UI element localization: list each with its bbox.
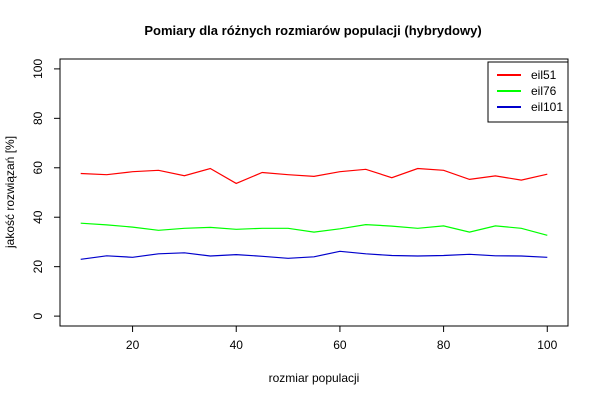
y-tick-label: 60 xyxy=(31,161,45,175)
chart-title: Pomiary dla różnych rozmiarów populacji … xyxy=(144,23,481,38)
legend-label: eil51 xyxy=(531,68,557,82)
x-tick-label: 40 xyxy=(230,338,244,352)
series-line-eil51 xyxy=(80,167,548,185)
y-tick-label: 0 xyxy=(31,312,45,319)
legend-label: eil101 xyxy=(531,100,563,114)
legend-label: eil76 xyxy=(531,84,557,98)
series-line-eil76 xyxy=(80,222,548,236)
series-line-eil101 xyxy=(80,250,548,260)
plot-frame xyxy=(59,58,569,327)
legend: eil51 eil76 eil101 xyxy=(487,61,569,123)
series-lines xyxy=(80,167,548,260)
y-tick-label: 20 xyxy=(31,260,45,274)
y-tick-label: 100 xyxy=(31,59,45,79)
y-tick-label: 40 xyxy=(31,210,45,224)
axis-ticks: 20 40 60 80 100 0 20 40 60 80 100 xyxy=(31,59,558,352)
y-axis-label: jakość rozwiązań [%] xyxy=(3,136,17,249)
x-tick-label: 80 xyxy=(437,338,451,352)
x-tick-label: 60 xyxy=(333,338,347,352)
x-tick-label: 20 xyxy=(126,338,140,352)
y-tick-label: 80 xyxy=(31,111,45,125)
x-tick-label: 100 xyxy=(537,338,557,352)
x-axis-label: rozmiar populacji xyxy=(269,371,360,385)
